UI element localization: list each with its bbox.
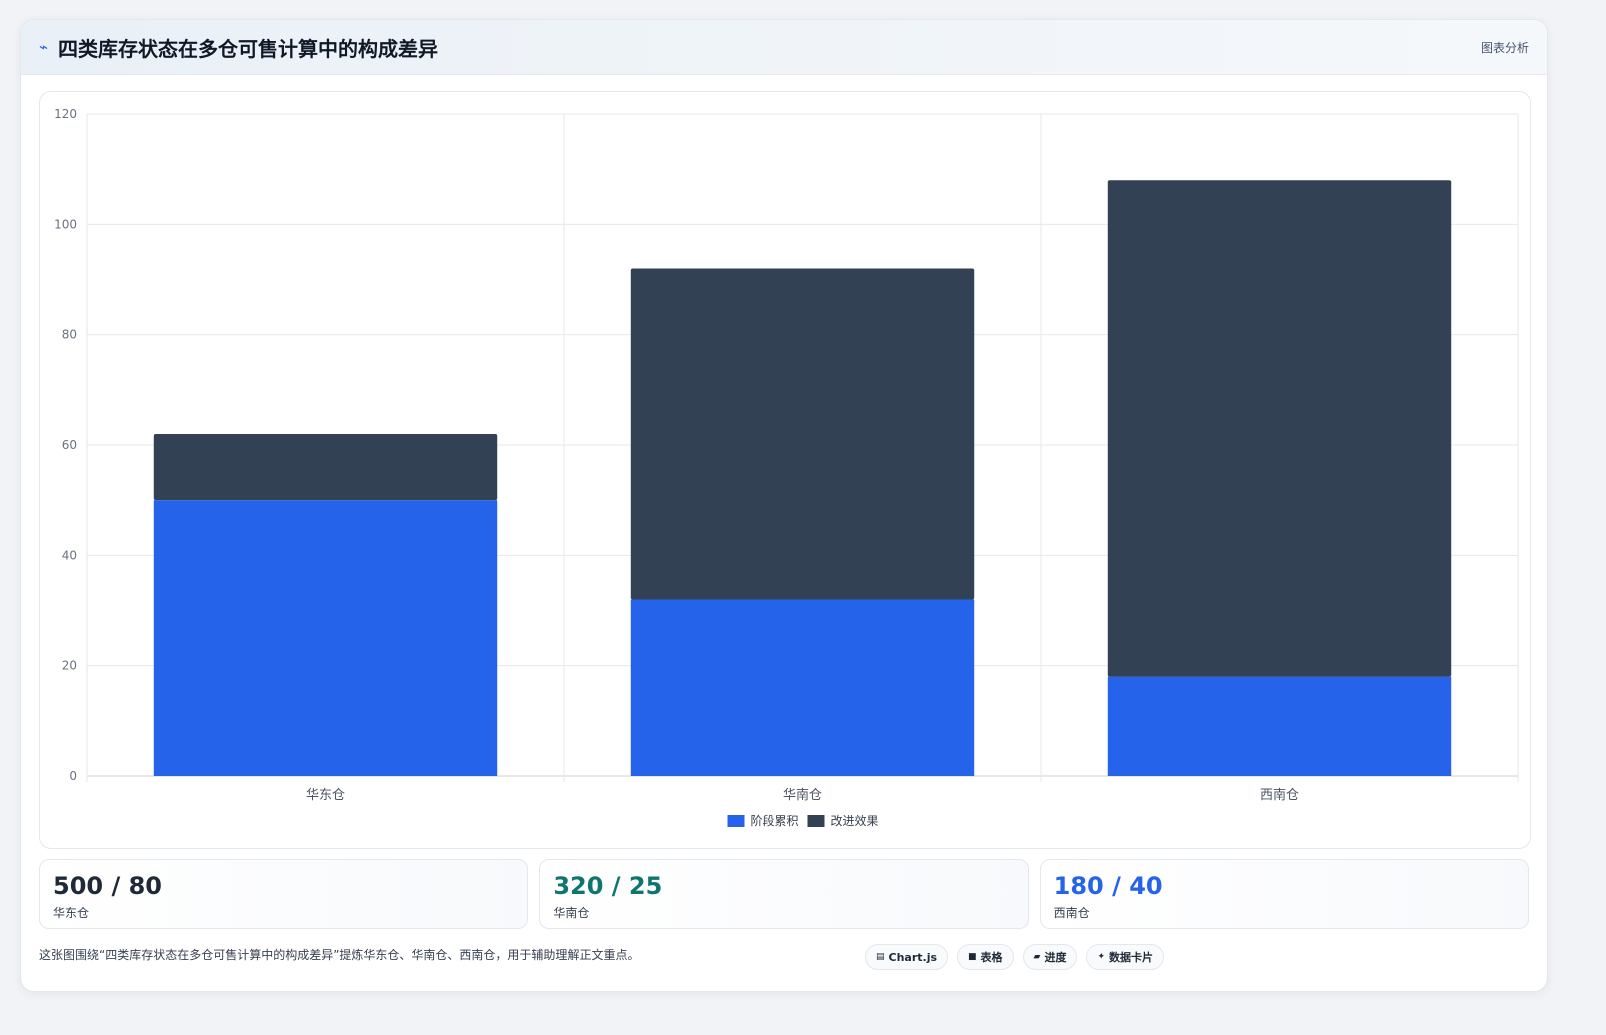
chip-chartjs[interactable]: ▤ Chart.js — [865, 944, 949, 970]
y-tick-label: 80 — [62, 328, 77, 342]
tag-chips: ▤ Chart.js ■ 表格 ▰ 进度 ✦ 数据卡片 — [865, 944, 1165, 970]
stat-value: 500 / 80 — [53, 872, 162, 900]
chip-table[interactable]: ■ 表格 — [957, 944, 1014, 970]
table-icon: ■ — [968, 952, 977, 962]
stat-value: 180 / 40 — [1053, 872, 1163, 900]
card-header: ⌁ 四类库存状态在多仓可售计算中的构成差异 图表分析 — [21, 20, 1547, 75]
x-tick-label: 西南仓 — [1260, 787, 1299, 803]
x-tick-label: 华南仓 — [783, 787, 822, 803]
bar-improvement-effect — [153, 433, 498, 501]
header-tag: 图表分析 — [1480, 40, 1529, 55]
y-tick-label: 100 — [54, 217, 77, 231]
stat-label: 华东仓 — [53, 906, 90, 920]
chip-label: 进度 — [1044, 951, 1067, 964]
bar-stage-accumulation — [153, 500, 498, 776]
chart-area: 0 20 40 60 80 100 120 华东仓 华南仓 西南仓阶段累积 改进效果 — [39, 91, 1531, 849]
y-tick-label: 120 — [54, 107, 77, 121]
stat-label: 华南仓 — [553, 906, 590, 920]
legend-swatch — [807, 815, 825, 827]
chip-label: Chart.js — [888, 950, 938, 964]
chart-card: ⌁ 四类库存状态在多仓可售计算中的构成差异 图表分析 0 20 40 60 80 100 1… — [20, 19, 1548, 992]
y-tick-label: 60 — [62, 438, 77, 452]
y-tick-label: 40 — [62, 548, 77, 562]
page-title: 四类库存状态在多仓可售计算中的构成差异 — [58, 36, 439, 61]
line-chart-icon: ⌁ — [39, 37, 49, 56]
footer: 这张图围绕“四类库存状态在多仓可售计算中的构成差异”提炼华东仓、华南仓、西南仓，… — [39, 944, 1529, 976]
stat-value: 320 / 25 — [553, 872, 663, 900]
bar-improvement-effect — [630, 268, 975, 600]
legend-swatch — [727, 815, 745, 827]
chip-progress[interactable]: ▰ 进度 — [1022, 944, 1078, 970]
stat-card-southwest: 180 / 40 西南仓 — [1039, 859, 1529, 929]
stat-card-east: 500 / 80 华东仓 — [39, 859, 529, 929]
bar-stage-accumulation — [1107, 676, 1452, 776]
legend-label: 改进效果 — [831, 813, 879, 828]
chip-data-card[interactable]: ✦ 数据卡片 — [1086, 944, 1165, 970]
chart-note: 这张图围绕“四类库存状态在多仓可售计算中的构成差异”提炼华东仓、华南仓、西南仓，… — [39, 948, 640, 962]
stat-label: 西南仓 — [1053, 906, 1090, 920]
chip-label: 表格 — [980, 951, 1003, 964]
sparkle-icon: ✦ — [1097, 952, 1106, 962]
progress-icon: ▰ — [1033, 952, 1041, 962]
bar-stage-accumulation — [630, 599, 975, 776]
x-tick-label: 华东仓 — [306, 788, 345, 803]
bar-improvement-effect — [1107, 180, 1452, 677]
legend-label: 阶段累积 — [751, 813, 799, 828]
y-tick-label: 20 — [62, 659, 77, 673]
stat-card-south: 320 / 25 华南仓 — [539, 859, 1029, 929]
y-tick-label: 0 — [69, 769, 77, 783]
chart-icon: ▤ — [876, 952, 885, 962]
stat-cards: 500 / 80 华东仓 320 / 25 华南仓 180 / 40 西南仓 — [39, 859, 1529, 929]
chip-label: 数据卡片 — [1109, 951, 1154, 964]
